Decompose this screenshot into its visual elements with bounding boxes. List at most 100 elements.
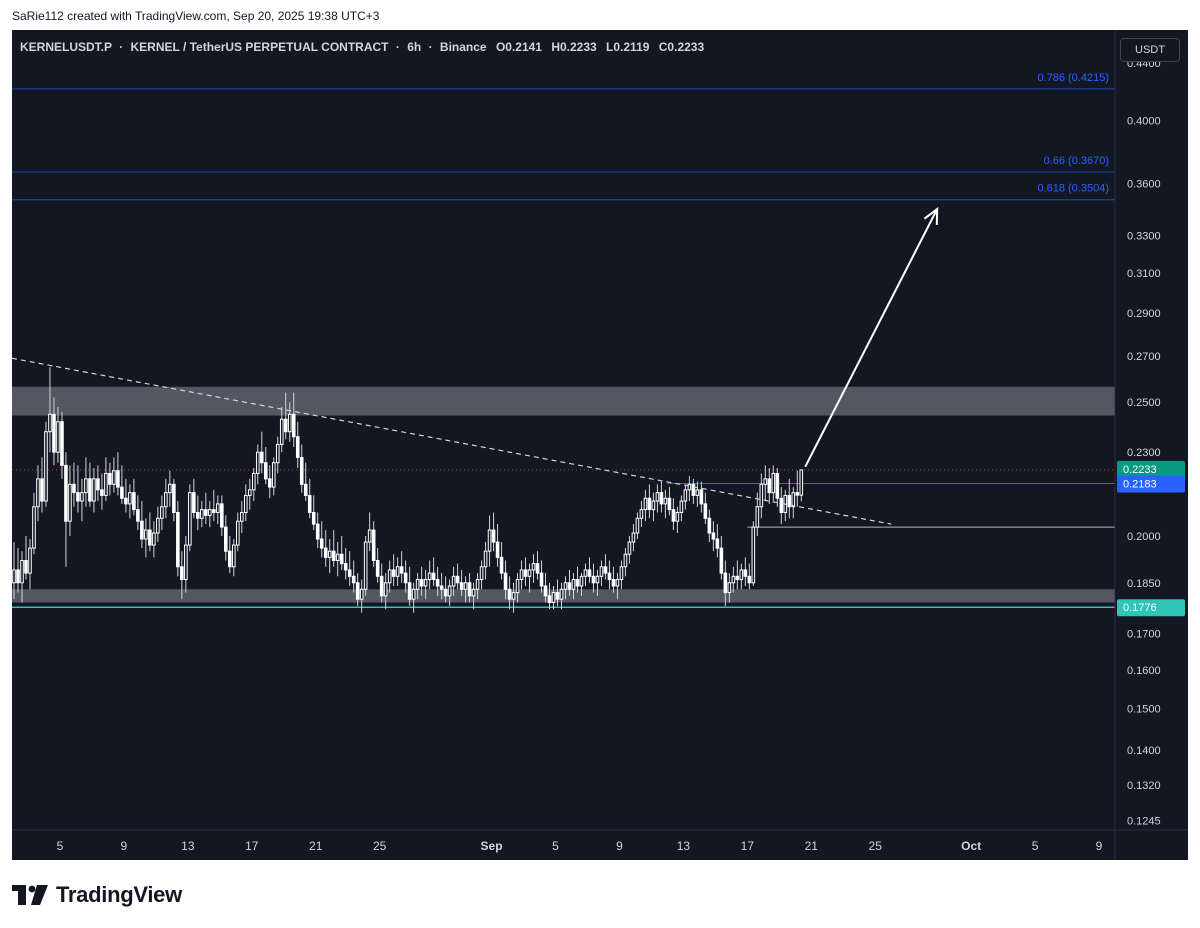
time-tick-label: 9 <box>616 839 623 853</box>
price-tick-label: 0.1245 <box>1127 815 1161 827</box>
candle-up <box>156 517 160 534</box>
candle-up <box>251 472 256 491</box>
candle-down <box>455 575 460 584</box>
candle-down <box>375 559 380 577</box>
candle-up <box>104 472 108 496</box>
candle-down <box>495 541 500 558</box>
candle-down <box>24 559 28 574</box>
candle-down <box>52 413 56 453</box>
interval-label[interactable]: 6h <box>407 40 422 54</box>
price-tick-label: 0.1850 <box>1127 578 1161 590</box>
candle-up <box>599 566 604 577</box>
candle-down <box>431 572 436 581</box>
candle-down <box>323 547 328 558</box>
candle-down <box>567 582 572 590</box>
candle-up <box>799 469 804 496</box>
candle-down <box>72 483 76 494</box>
resistance-zone <box>12 386 1115 416</box>
candle-up <box>583 569 588 577</box>
price-tick-label: 0.3300 <box>1127 231 1161 243</box>
projection-arrow <box>804 208 939 468</box>
symbol-description: KERNEL / TetherUS PERPETUAL CONTRACT <box>130 40 389 54</box>
candle-down <box>196 511 200 519</box>
candle-up <box>275 443 280 464</box>
candle-up <box>188 492 192 546</box>
candle-down <box>307 494 312 513</box>
price-tick-label: 0.1320 <box>1127 780 1161 792</box>
candle-up <box>487 529 492 552</box>
time-tick-label: 5 <box>57 839 64 853</box>
candle-down <box>180 566 184 581</box>
candle-up <box>44 431 48 502</box>
candle-down <box>699 489 704 505</box>
candle-down <box>76 492 80 502</box>
candle-down <box>459 582 464 590</box>
candle-down <box>100 489 104 496</box>
candle-up <box>731 575 736 584</box>
candle-up <box>271 462 276 488</box>
candle-up <box>92 478 96 502</box>
candle-down <box>315 523 320 540</box>
candle-up <box>32 506 36 549</box>
candle-up <box>200 509 204 519</box>
time-tick-label: 25 <box>869 839 883 853</box>
candle-up <box>216 503 220 513</box>
candlestick-chart[interactable]: 0.786 (0.4215) 0.66 (0.3670) 0.618 (0.3504… <box>12 30 1188 860</box>
candle-up <box>208 509 212 516</box>
candle-up <box>415 579 420 590</box>
candle-up <box>527 569 532 577</box>
candle-up <box>232 544 236 568</box>
currency-button[interactable]: USDT <box>1120 38 1180 62</box>
candle-up <box>383 582 388 597</box>
candle-down <box>419 579 424 587</box>
candle-down <box>523 569 528 577</box>
tradingview-logo[interactable]: TradingView <box>12 882 182 908</box>
candle-down <box>132 492 136 511</box>
candle-down <box>148 529 152 546</box>
chart-area[interactable]: 0.786 (0.4215) 0.66 (0.3670) 0.618 (0.3504… <box>12 30 1188 860</box>
candle-up <box>235 520 240 546</box>
candle-up <box>411 588 416 600</box>
candle-down <box>116 470 120 488</box>
candle-down <box>263 462 268 480</box>
attribution-text: SaRie112 created with TradingView.com, S… <box>12 9 380 23</box>
candle-down <box>743 569 748 577</box>
candle-up <box>287 413 292 433</box>
candle-up <box>152 532 156 546</box>
fib-level-label: 0.66 (0.3670) <box>1044 155 1109 167</box>
candle-up <box>579 575 584 587</box>
price-axis-label: 0.1776 <box>1123 602 1157 614</box>
symbol-ticker[interactable]: KERNELUSDT.P <box>20 40 112 54</box>
candle-up <box>631 532 636 543</box>
time-tick-label: 17 <box>245 839 259 853</box>
candle-down <box>40 478 44 502</box>
price-axis-label: 0.2183 <box>1123 478 1157 490</box>
candle-down <box>108 472 112 485</box>
candle-down <box>319 538 324 549</box>
time-tick-label: 21 <box>805 839 819 853</box>
time-tick-label: 25 <box>373 839 387 853</box>
candle-down <box>403 572 408 584</box>
candle-down <box>192 492 196 513</box>
support-zone <box>12 589 1115 603</box>
candle-up <box>479 566 484 581</box>
price-tick-label: 0.1500 <box>1127 704 1161 716</box>
candle-down <box>295 436 300 458</box>
candle-up <box>84 478 88 494</box>
candle-down <box>507 588 512 600</box>
candle-down <box>407 582 412 600</box>
candle-up <box>643 497 648 511</box>
candle-up <box>515 579 520 594</box>
candle-down <box>16 569 20 584</box>
candle-down <box>391 569 396 577</box>
candle-up <box>367 529 372 543</box>
candle-up <box>335 553 340 561</box>
price-tick-label: 0.1600 <box>1127 665 1161 677</box>
candle-down <box>591 575 596 584</box>
candle-up <box>160 506 164 519</box>
candle-down <box>176 511 180 568</box>
price-axis-label: 0.2233 <box>1123 464 1157 476</box>
candle-down <box>587 569 592 577</box>
price-axis-label-box <box>1117 599 1185 617</box>
candle-down <box>343 563 348 571</box>
